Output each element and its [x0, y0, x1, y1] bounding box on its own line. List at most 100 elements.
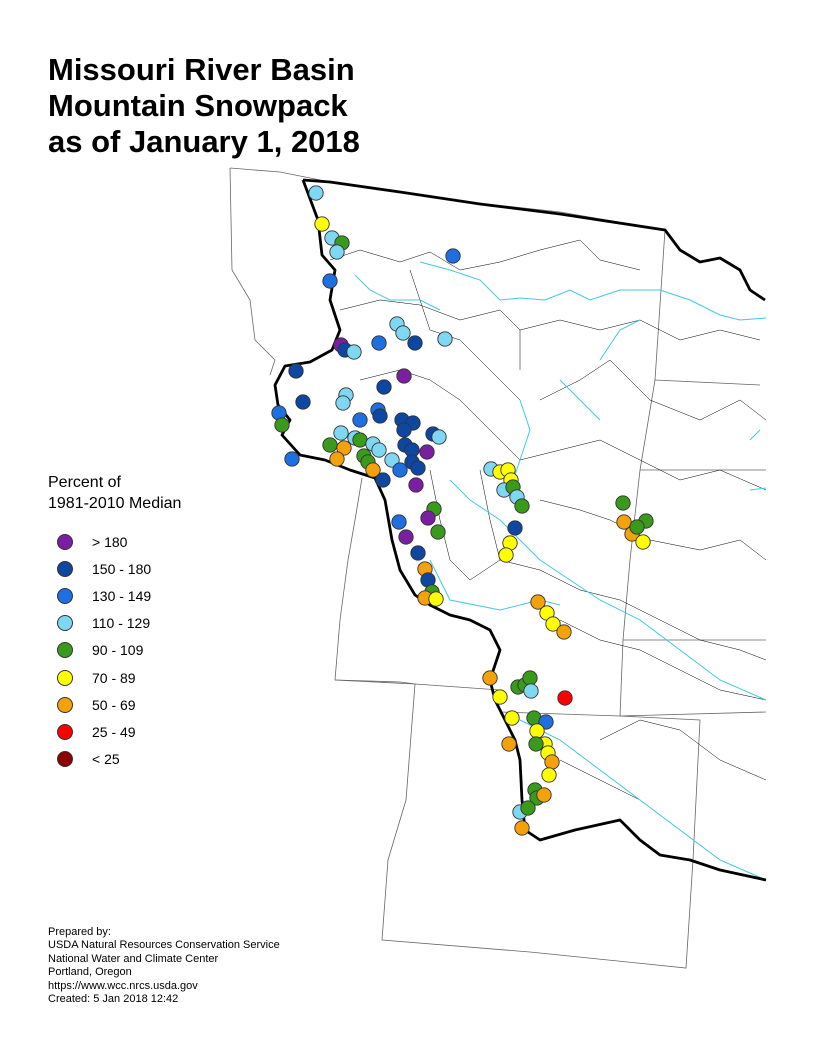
legend-label: 50 - 69 — [92, 696, 136, 713]
legend-heading-line-1: Percent of — [48, 474, 121, 491]
legend-swatch — [57, 696, 73, 713]
snowpack-site-marker — [445, 248, 461, 264]
snowpack-site-marker — [329, 244, 345, 260]
snowpack-site-marker — [529, 723, 545, 739]
snowpack-site-marker — [615, 495, 631, 511]
snowpack-site-marker — [335, 395, 351, 411]
sub-basin-line — [479, 469, 501, 561]
missouri-river — [419, 261, 767, 321]
sub-basin-line — [499, 559, 767, 661]
snowpack-site-marker — [329, 451, 345, 467]
snowpack-site-marker — [431, 429, 447, 445]
snowpack-site-marker — [346, 344, 362, 360]
snowpack-site-marker — [430, 524, 446, 540]
yellowstone-river — [449, 479, 767, 701]
snowpack-site-marker — [372, 408, 388, 424]
snowpack-site-marker — [522, 670, 538, 686]
legend-label: < 25 — [92, 751, 120, 768]
snowpack-site-marker — [498, 547, 514, 563]
snowpack-site-marker — [398, 529, 414, 545]
legend-item: < 25 — [48, 746, 268, 773]
credit-line: Prepared by: — [48, 926, 111, 938]
snowpack-site-marker — [410, 545, 426, 561]
sub-basin-line — [329, 239, 641, 271]
snowpack-site-marker — [523, 683, 539, 699]
credit-line: Portland, Oregon — [48, 966, 132, 979]
map-title-line-2: Mountain Snowpack — [48, 88, 348, 123]
credit-line: https://www.wcc.nrcs.usda.gov — [48, 979, 198, 992]
legend-item: 70 - 89 — [48, 664, 268, 691]
sub-basin-boundaries — [329, 239, 767, 881]
state-boundaries — [229, 167, 767, 969]
legend-item: 90 - 109 — [48, 637, 268, 664]
snowpack-site-marker — [492, 689, 508, 705]
snowpack-site-marker — [308, 185, 324, 201]
river — [559, 379, 601, 421]
idaho-state-line — [334, 477, 501, 691]
snowpack-site-marker — [528, 736, 544, 752]
sub-basin-line — [409, 269, 521, 401]
snowpack-site-marker — [536, 787, 552, 803]
rivers — [354, 261, 767, 881]
map-title-line-1: Missouri River Basin — [48, 52, 355, 87]
snowpack-site-marker — [322, 437, 338, 453]
legend-label: > 180 — [92, 533, 128, 550]
credit-line: USDA Natural Resources Conservation Serv… — [48, 939, 280, 952]
legend-swatch — [57, 560, 73, 577]
snowpack-site-marker — [437, 331, 453, 347]
snowpack-site-marker — [507, 520, 523, 536]
snowpack-site-marker — [428, 591, 444, 607]
snowpack-sites — [271, 185, 654, 836]
snowpack-site-marker — [419, 444, 435, 460]
legend-item: 150 - 180 — [48, 555, 268, 582]
snowpack-site-marker — [274, 417, 290, 433]
snowpack-site-marker — [545, 616, 561, 632]
legend-swatch — [57, 533, 73, 550]
legend-swatch — [57, 723, 73, 740]
snowpack-site-marker — [395, 325, 411, 341]
snowpack-site-marker — [396, 368, 412, 384]
credit-line: Created: 5 Jan 2018 12:42 — [48, 993, 179, 1006]
snowpack-site-marker — [556, 624, 572, 640]
snowpack-site-marker — [371, 335, 387, 351]
wyoming-state-line — [334, 679, 701, 969]
snowpack-site-marker — [408, 477, 424, 493]
snowpack-site-marker — [410, 460, 426, 476]
dakota-state-line — [619, 379, 767, 717]
credit-line: National Water and Climate Center — [48, 952, 219, 965]
snowpack-site-marker — [322, 273, 338, 289]
snowpack-site-marker — [520, 800, 536, 816]
map-title-line-3: as of January 1, 2018 — [48, 124, 360, 159]
snowpack-site-marker — [635, 534, 651, 550]
legend-item: 110 - 129 — [48, 610, 268, 637]
sub-basin-line — [539, 499, 767, 561]
snowpack-site-marker — [352, 412, 368, 428]
montana-state-line — [229, 167, 666, 717]
legend-label: 90 - 109 — [92, 642, 144, 659]
legend-swatch — [57, 642, 73, 659]
snowpack-site-marker — [420, 510, 436, 526]
snowpack-site-marker — [530, 594, 546, 610]
snowpack-site-marker — [314, 216, 330, 232]
legend-heading-line-2: 1981-2010 Median — [48, 495, 182, 512]
snowpack-site-marker — [288, 363, 304, 379]
snowpack-site-marker — [333, 425, 349, 441]
snowpack-site-marker — [376, 379, 392, 395]
snowpack-site-marker — [384, 452, 400, 468]
sub-basin-line — [339, 299, 521, 370]
legend-items: > 180 150 - 180 130 - 149 110 - 129 90 -… — [48, 528, 268, 773]
credits: Prepared by: USDA Natural Resources Cons… — [48, 926, 280, 1006]
snowpack-site-marker — [544, 754, 560, 770]
legend-item: > 180 — [48, 528, 268, 555]
snowpack-site-marker — [396, 422, 412, 438]
river — [599, 319, 641, 361]
river — [429, 559, 561, 611]
basin-boundary — [273, 178, 767, 882]
snowpack-site-marker — [375, 472, 391, 488]
snowpack-site-marker — [504, 710, 520, 726]
legend-item: 25 - 49 — [48, 718, 268, 745]
river — [749, 429, 767, 491]
snowpack-site-marker — [514, 820, 530, 836]
snowpack-site-marker — [284, 451, 300, 467]
